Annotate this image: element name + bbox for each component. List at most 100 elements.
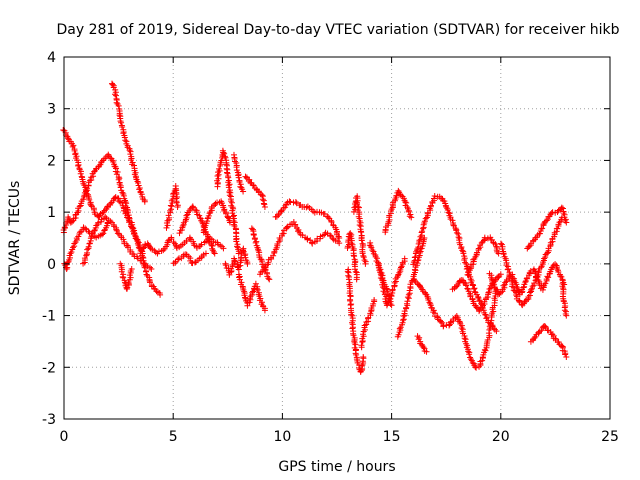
- data-point: [476, 363, 483, 370]
- data-point: [242, 254, 249, 261]
- data-point: [128, 266, 135, 273]
- data-point: [120, 274, 127, 281]
- data-point: [505, 265, 512, 272]
- data-point: [249, 182, 256, 189]
- data-point: [460, 250, 467, 257]
- data-point: [278, 208, 285, 215]
- data-point: [489, 236, 496, 243]
- data-point: [107, 200, 114, 207]
- data-point: [416, 237, 423, 244]
- data-point: [202, 250, 209, 257]
- data-point: [411, 254, 418, 261]
- data-point: [283, 224, 290, 231]
- data-point: [270, 252, 277, 259]
- data-point: [254, 286, 261, 293]
- data-point: [475, 245, 482, 252]
- data-point: [437, 318, 444, 325]
- data-point: [244, 260, 251, 267]
- data-point: [84, 246, 91, 253]
- data-point: [529, 285, 536, 292]
- data-point: [522, 279, 529, 286]
- data-point: [174, 256, 181, 263]
- data-point: [493, 328, 500, 335]
- data-point: [68, 218, 75, 225]
- data-point: [424, 293, 431, 300]
- data-point: [118, 119, 125, 126]
- data-point: [358, 237, 365, 244]
- data-point: [421, 235, 428, 241]
- data-point: [394, 274, 401, 281]
- plot-frame: [63, 56, 611, 420]
- data-point: [385, 297, 392, 304]
- data-point: [358, 229, 365, 236]
- data-point: [142, 268, 149, 275]
- data-point: [345, 272, 352, 279]
- data-point: [360, 252, 367, 259]
- data-point: [561, 307, 568, 314]
- x-tick-label: 10: [273, 429, 291, 445]
- data-points: [60, 80, 570, 375]
- data-point: [60, 127, 67, 134]
- data-point: [126, 147, 133, 154]
- data-point: [325, 214, 332, 221]
- data-point: [67, 250, 74, 257]
- data-point: [379, 284, 386, 291]
- data-point: [118, 268, 125, 275]
- data-point: [486, 332, 493, 339]
- data-point: [474, 293, 481, 300]
- data-point: [351, 266, 358, 273]
- data-point: [259, 192, 266, 199]
- data-point: [82, 188, 89, 195]
- data-point: [395, 331, 402, 338]
- data-point: [119, 189, 126, 196]
- data-point: [113, 227, 120, 234]
- data-point: [480, 237, 487, 244]
- data-point: [86, 240, 93, 247]
- data-point: [70, 142, 77, 149]
- x-tick-labels: 0 5 10 15 20 25: [60, 429, 619, 445]
- data-point: [304, 236, 311, 243]
- data-point: [215, 165, 222, 172]
- data-point: [500, 282, 507, 289]
- data-point: [371, 297, 378, 304]
- data-point: [417, 283, 424, 290]
- data-point: [431, 193, 438, 200]
- data-point: [416, 249, 423, 256]
- data-point: [410, 259, 417, 266]
- data-point: [358, 342, 365, 349]
- data-point: [115, 176, 122, 183]
- data-point: [88, 202, 95, 209]
- data-point: [353, 276, 360, 283]
- data-point: [349, 325, 356, 332]
- data-point: [87, 235, 94, 242]
- data-point: [77, 170, 84, 177]
- data-point: [127, 151, 134, 158]
- x-tick-label: 5: [169, 429, 178, 445]
- data-point: [221, 150, 228, 157]
- data-point: [137, 257, 144, 264]
- data-point: [275, 212, 282, 219]
- data-point: [252, 239, 259, 246]
- data-point: [563, 312, 570, 319]
- data-point: [500, 251, 507, 258]
- data-point: [157, 291, 164, 298]
- data-point: [360, 353, 367, 360]
- data-point: [329, 235, 336, 242]
- data-point: [529, 283, 536, 290]
- data-point: [239, 247, 246, 254]
- data-point: [360, 331, 367, 338]
- data-point: [179, 222, 186, 229]
- data-point: [563, 353, 570, 360]
- data-point: [403, 199, 410, 206]
- y-tick-label: 0: [47, 257, 56, 273]
- data-point: [231, 257, 238, 264]
- x-tick-label: 0: [60, 429, 69, 445]
- data-point: [303, 204, 310, 211]
- data-point: [123, 200, 130, 207]
- data-point: [82, 225, 89, 232]
- data-point: [100, 230, 107, 237]
- data-point: [290, 218, 297, 225]
- data-point: [286, 198, 293, 205]
- data-point: [113, 226, 120, 233]
